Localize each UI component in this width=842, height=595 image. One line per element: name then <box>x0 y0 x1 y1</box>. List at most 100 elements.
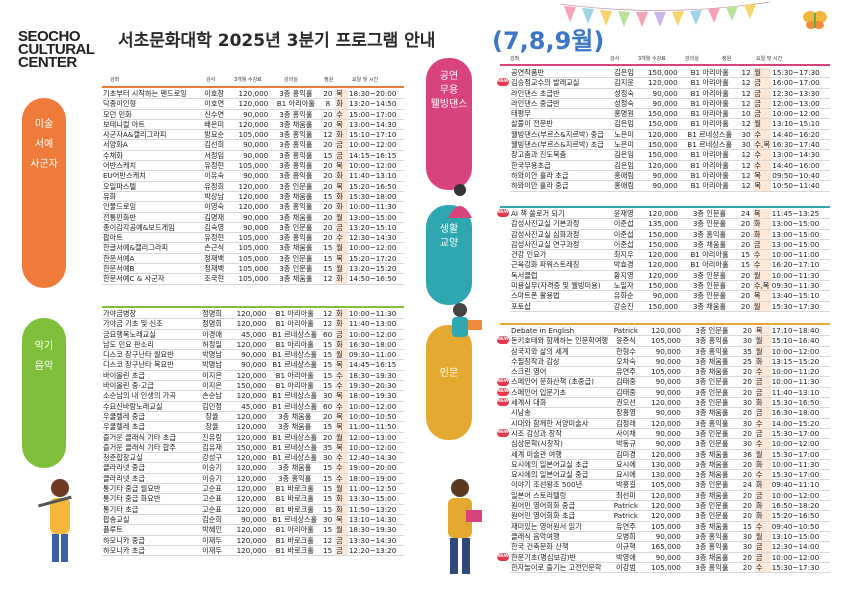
course-name: 한글서예&캘리그라피 <box>102 242 201 254</box>
course-name: 한자놀이로 즐기는 고전인문학 <box>510 562 612 574</box>
table-row: 소순남의 내 인생의 가곡 손순남 120,000 B1 르네상스홀 30 목 18:00~… <box>102 390 404 402</box>
day: 화 <box>335 191 348 203</box>
course-name: 미용실무(자격증 및 웰빙미용) <box>510 280 610 292</box>
category-label: 인문 <box>439 368 459 379</box>
teacher: 박홍길 <box>611 479 641 491</box>
fee: 120,000 <box>228 181 272 192</box>
capacity: 15 <box>320 242 336 254</box>
course-name: 돈키호테와 함께하는 인문학여행 <box>510 335 612 347</box>
fee: 120,000 <box>228 119 272 131</box>
course-name: 스크린 영어 <box>510 366 612 378</box>
capacity: 36 <box>739 449 755 460</box>
teacher: 이지은 <box>197 380 227 392</box>
teacher: 성정숙 <box>610 98 638 110</box>
room: B1 아리아홀 <box>680 77 739 89</box>
table-row: 독서클럽 황지영 120,000 3층 인문홀 20 월 10:00~11:30 <box>510 270 830 282</box>
fee: 105,000 <box>228 273 272 285</box>
time: 18:00~19:00 <box>347 473 404 485</box>
course-name: 닥종이인형 <box>102 98 201 110</box>
day: 목 <box>335 514 348 526</box>
time: 10:00~11:30 <box>347 201 404 213</box>
course-name: 태평무 <box>510 108 611 120</box>
teacher: 손순남 <box>197 390 227 402</box>
course-name: 모던 민화 <box>102 109 201 120</box>
capacity: 35 <box>739 346 755 357</box>
fee: 90,000 <box>228 212 272 223</box>
time: 16:30~18:00 <box>347 339 404 351</box>
table-row: 가야금 기초 및 신조 정명희 120,000 B1 아리아홀 12 화 11:40~13:… <box>102 318 404 330</box>
room: B1 아리아홀 <box>680 180 739 192</box>
room: 3층 인문홀 <box>683 387 740 399</box>
course-name: 바이올린 중·고급 <box>102 380 198 392</box>
room: B1 아리아홀 <box>271 98 321 110</box>
course-name: 근육강화 파워스트레칭 <box>510 259 610 271</box>
category-label: 생활 <box>439 224 459 235</box>
room: B1 아리아홀 <box>680 88 739 99</box>
room: 3층 인문홀 <box>683 479 740 491</box>
table-row: 오일파스텔 유정희 120,000 3층 인문홀 20 목 15:20~16:50 <box>102 181 404 192</box>
capacity: 12 <box>320 273 336 285</box>
capacity: 20 <box>320 181 336 192</box>
teacher: 박혜인 <box>197 524 227 536</box>
time: 11:45~13:25 <box>770 209 830 220</box>
category-label: 교양 <box>439 238 459 249</box>
fee: 120,000 <box>640 490 684 502</box>
schedule-table-music: 가야금병창 정명희 120,000 B1 아리아홀 12 화 10:00~11:30 가야금 … <box>102 309 404 557</box>
table-row: 삼국지와 삶의 세계 한형수 90,000 3층 홍익홀 35 월 10:00~12:00 <box>510 346 830 357</box>
capacity: 20 <box>320 232 336 244</box>
table-row: 팝아트 유정현 105,000 3층 홍익홀 20 수 12:30~14:30 <box>102 232 404 244</box>
capacity: 15 <box>320 380 336 392</box>
capacity: 12 <box>738 180 754 192</box>
fee: 120,000 <box>640 326 684 337</box>
day: 월 <box>754 335 771 347</box>
teacher: 박명남 <box>197 359 227 371</box>
table-row: 플루트 박혜인 120,000 B1 아리아홀 15 월 18:30~19:30 <box>102 524 404 536</box>
room: B1 르네상스홀 <box>680 139 739 151</box>
day: 금 <box>335 150 348 162</box>
fee: 120,000 <box>228 89 272 100</box>
capacity: 30 <box>739 438 755 450</box>
room: B1 르네상스홀 <box>269 514 321 526</box>
time: 12:00~13:00 <box>771 98 830 110</box>
course-name: 우쿨렐레 초급 <box>102 421 198 433</box>
header-room: 강의실 <box>284 77 298 83</box>
capacity: 20 <box>738 290 753 302</box>
room: 3층 인문홀 <box>683 428 740 440</box>
day: 월 <box>754 346 771 357</box>
table-row: 스크린 영어 유연주 105,000 3층 채움홀 20 수 10:00~11:20 <box>510 366 830 378</box>
table-row: 전통민화반 김명재 90,000 3층 채움홀 20 월 13:00~15:00 <box>102 212 404 223</box>
capacity: 20 <box>320 119 336 131</box>
course-name: 요시에의 일본어교실 중급 <box>510 469 612 481</box>
table-row: AI 책 쓸로거 되기 윤재영 120,000 3층 인문홀 24 목 11:45~13:2… <box>510 209 830 220</box>
day: 수 <box>754 521 771 532</box>
teacher: 김은임 <box>610 149 638 161</box>
room: 3층 홍익홀 <box>271 150 321 162</box>
time: 14:45~16:15 <box>347 359 404 371</box>
header-teacher: 강사 <box>206 77 216 83</box>
table-row: 세계사 대화 권오선 120,000 3층 인문홀 30 화 15:30~16:50 <box>510 397 830 409</box>
day: 수 <box>335 232 348 244</box>
room: B1 르네상스홀 <box>269 349 321 361</box>
table-row: 웰빙댄스(부르스&지르박) 중급 노은미 120,000 B1 르네상스홀 30 수 14:… <box>510 129 830 141</box>
fee: 120,000 <box>226 483 270 495</box>
fee: 120,000 <box>226 545 270 557</box>
course-name: 한문서예C & 사군자 <box>102 273 201 285</box>
time: 18:30~20:00 <box>347 89 404 100</box>
time: 10:00~10:50 <box>347 411 404 423</box>
table-row: 즐거운 클래식 기타 초급 진유림 120,000 B1 르네상스홀 20 월 12:00~… <box>102 432 404 443</box>
day: 수 <box>753 129 772 141</box>
course-name: 하와이안 훌라 중급 <box>510 180 611 192</box>
room: 3층 인문홀 <box>683 510 740 522</box>
room: 3층 채움홀 <box>269 462 321 474</box>
day: 목 <box>335 442 348 454</box>
time: 15:30~17:00 <box>770 428 830 440</box>
day: 월 <box>335 349 348 361</box>
course-name: 한문서예B <box>102 263 201 275</box>
fee: 120,000 <box>226 411 270 423</box>
room: B1 르네상스홀 <box>269 359 321 371</box>
time: 11:50~13:20 <box>347 504 404 515</box>
fee: 120,000 <box>226 318 270 330</box>
fee: 150,000 <box>226 380 270 392</box>
room: 3층 홍익홀 <box>271 170 321 182</box>
time: 10:00~11:20 <box>770 366 830 378</box>
